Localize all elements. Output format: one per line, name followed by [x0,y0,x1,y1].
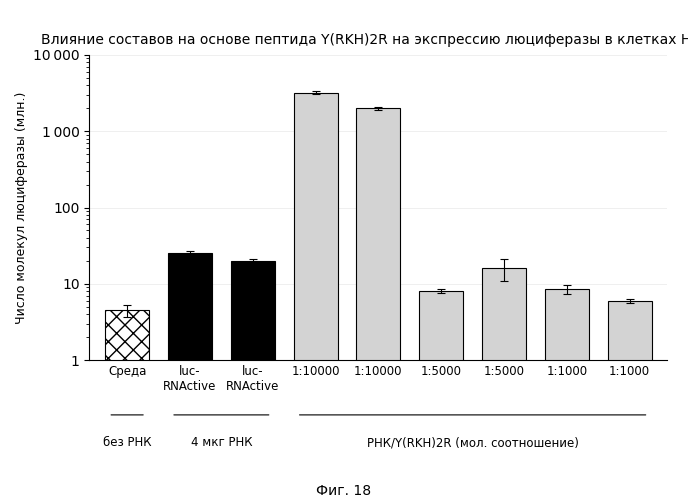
Bar [482,268,526,500]
Bar [419,291,463,500]
Bar [294,92,338,500]
Bar [105,310,149,500]
Bar [230,261,275,500]
Text: без РНК: без РНК [103,436,151,449]
Title: Влияние составов на основе пептида Y(RKH)2R на экспрессию люциферазы в клетках H: Влияние составов на основе пептида Y(RKH… [41,33,688,47]
Bar [545,289,589,500]
Bar [356,108,400,500]
Text: Фиг. 18: Фиг. 18 [316,484,372,498]
Bar [168,254,212,500]
Text: 4 мкг РНК: 4 мкг РНК [191,436,252,449]
Y-axis label: Число молекул люциферазы (млн.): Число молекул люциферазы (млн.) [14,92,28,324]
Text: РНК/Y(RKH)2R (мол. соотношение): РНК/Y(RKH)2R (мол. соотношение) [367,436,579,449]
Bar [608,300,652,500]
